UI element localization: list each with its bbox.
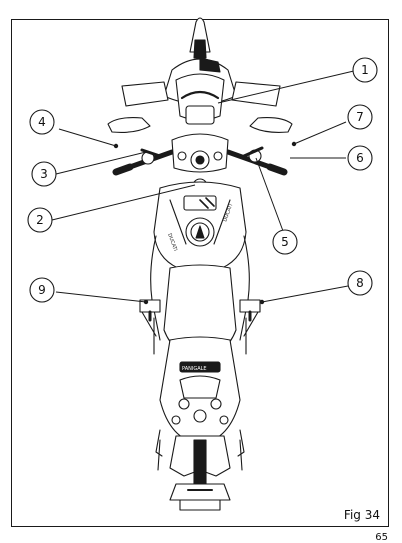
callout-label-2: 2	[36, 213, 44, 227]
leader-line-3	[55, 151, 147, 175]
leader-line-7	[293, 121, 347, 145]
instrument-cluster	[185, 105, 215, 125]
front-tire	[193, 39, 207, 59]
left-winglet	[121, 81, 169, 107]
right-mirror	[249, 117, 293, 133]
tail-badge	[179, 361, 221, 373]
callout-4	[29, 109, 55, 135]
figure-caption: Fig 34	[343, 508, 380, 522]
tank-decal-left: DUCATI	[166, 233, 178, 252]
leader-line-5	[255, 157, 284, 232]
callout-6	[347, 145, 373, 171]
left-mirror	[107, 117, 151, 133]
callout-label-4: 4	[38, 115, 46, 129]
callout-label-8: 8	[356, 276, 364, 290]
right-footpeg	[239, 299, 261, 313]
leader-line-9	[55, 291, 147, 303]
callout-1	[352, 57, 378, 83]
callout-label-7: 7	[356, 110, 364, 124]
leader-line-1	[217, 69, 359, 104]
callout-2	[27, 207, 53, 233]
callout-label-6: 6	[356, 151, 364, 165]
callout-5	[272, 229, 298, 255]
callout-label-3: 3	[40, 167, 48, 181]
tail-decal: PANIGALE	[182, 366, 207, 372]
callout-3	[31, 161, 57, 187]
callout-label-1: 1	[361, 63, 369, 77]
leader-line-4	[58, 128, 117, 147]
callout-label-5: 5	[281, 235, 289, 249]
leader-line-2	[51, 184, 196, 221]
page-number: 65	[375, 532, 388, 543]
callout-8	[347, 270, 373, 296]
tank-decal-right: DUCATI	[222, 203, 234, 222]
callout-9	[29, 277, 55, 303]
plate-bracket	[169, 483, 231, 501]
front-badge	[199, 57, 221, 73]
callout-label-9: 9	[38, 283, 46, 297]
callout-7	[347, 104, 373, 130]
leader-line-8	[261, 285, 349, 303]
